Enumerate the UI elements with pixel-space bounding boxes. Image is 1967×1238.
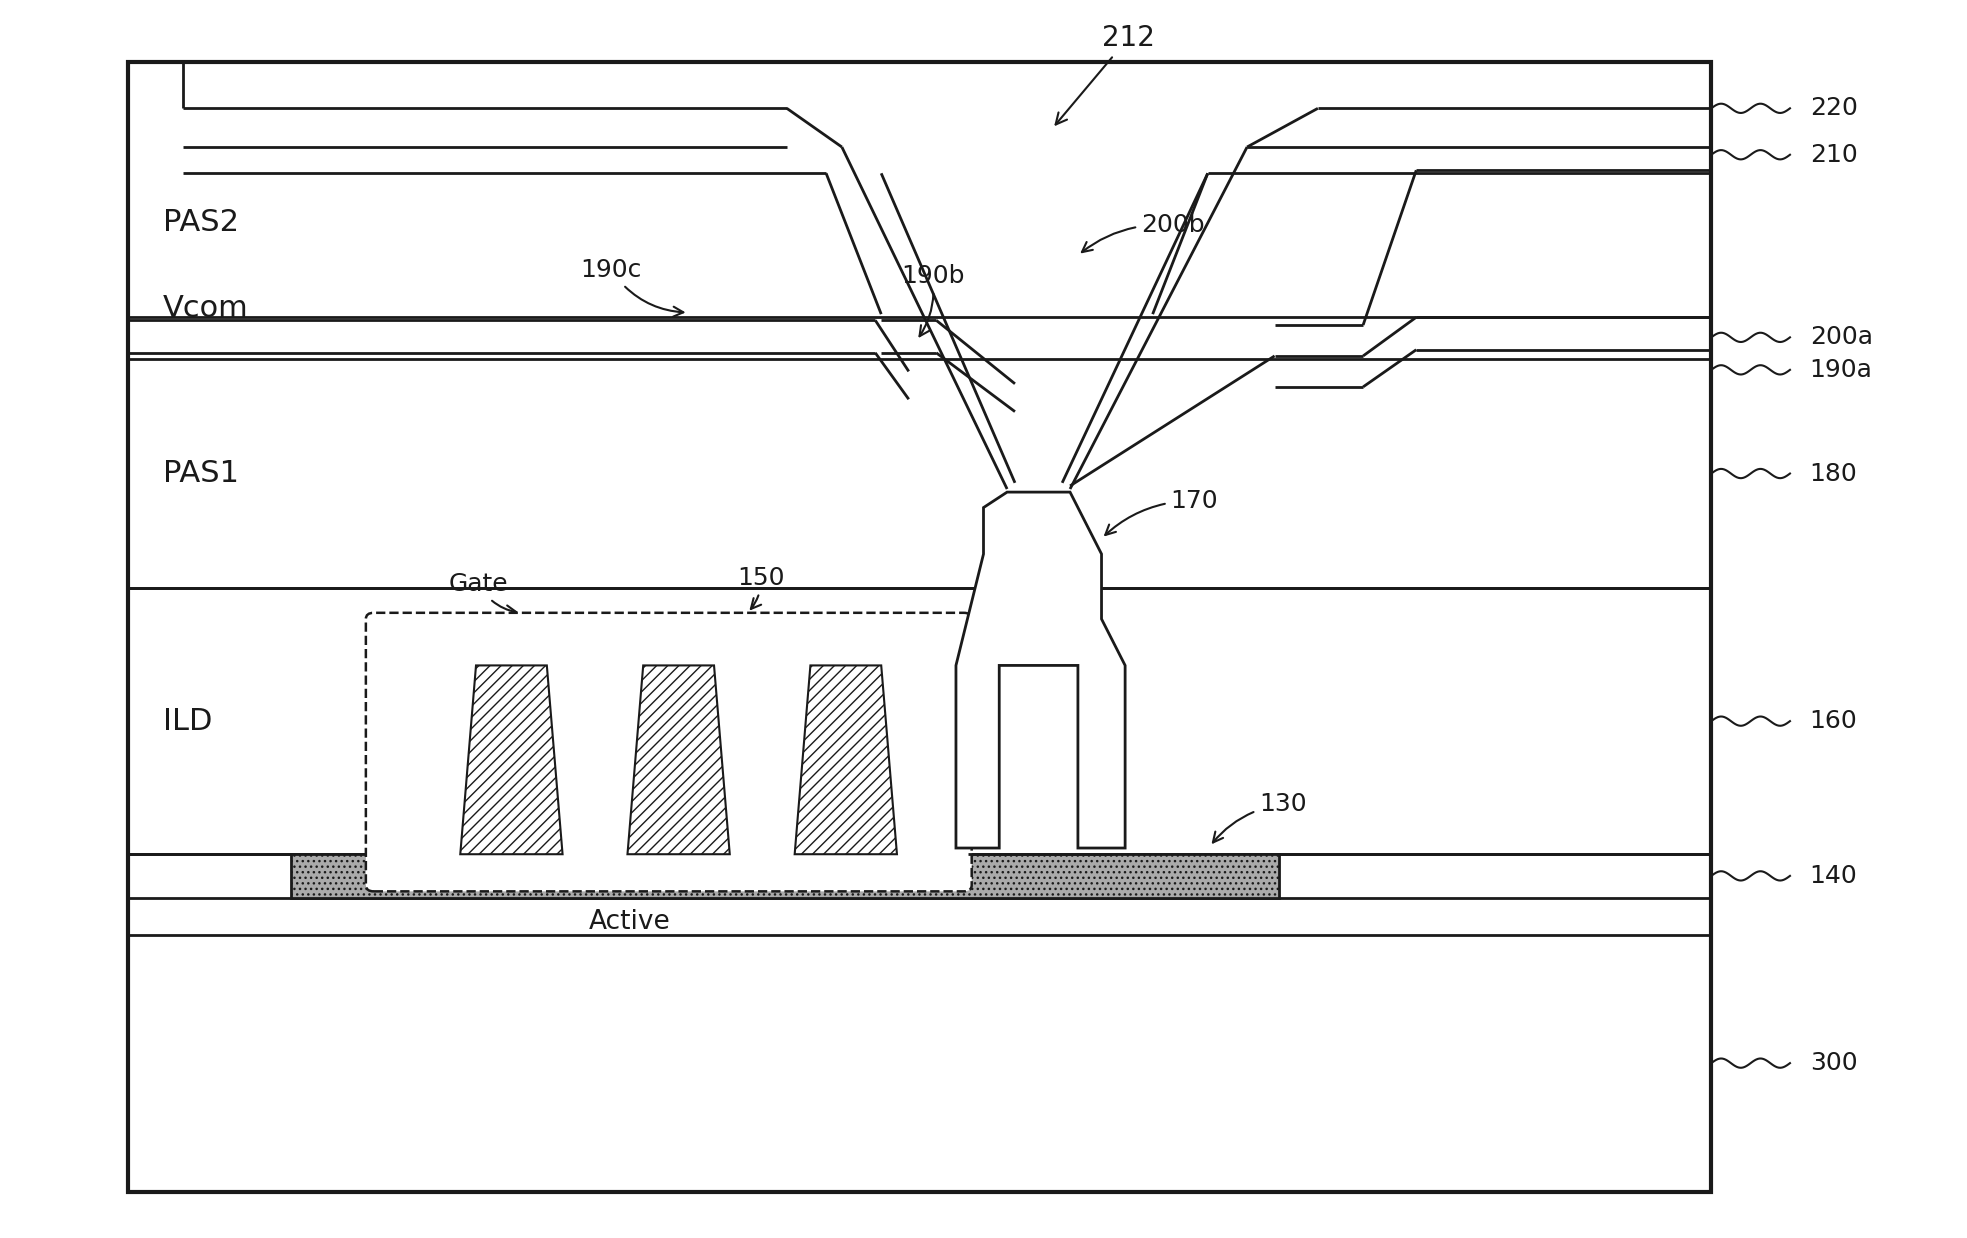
Text: 160: 160 xyxy=(1810,709,1857,733)
Polygon shape xyxy=(956,493,1125,848)
Text: Vcom: Vcom xyxy=(163,295,250,323)
Text: 170: 170 xyxy=(1105,489,1218,535)
Text: 212: 212 xyxy=(1056,25,1155,125)
Text: 220: 220 xyxy=(1810,97,1857,120)
FancyBboxPatch shape xyxy=(366,613,972,891)
Text: 190b: 190b xyxy=(901,264,964,337)
Polygon shape xyxy=(291,854,1279,898)
Text: 210: 210 xyxy=(1810,142,1857,167)
Text: 200a: 200a xyxy=(1810,326,1873,349)
Text: PAS1: PAS1 xyxy=(163,459,240,488)
Polygon shape xyxy=(795,666,897,854)
Polygon shape xyxy=(627,666,730,854)
Text: Data: Data xyxy=(1001,589,1084,618)
Text: PAS2: PAS2 xyxy=(163,208,240,236)
Text: 190c: 190c xyxy=(580,258,683,317)
Text: 300: 300 xyxy=(1810,1051,1857,1075)
Text: 190a: 190a xyxy=(1810,358,1873,381)
Text: 140: 140 xyxy=(1810,864,1857,888)
Text: Active: Active xyxy=(588,909,671,936)
Text: 180: 180 xyxy=(1810,462,1857,485)
Text: 150: 150 xyxy=(738,566,785,609)
Text: ILD: ILD xyxy=(163,707,212,735)
Text: 200b: 200b xyxy=(1082,213,1204,253)
Text: Gate: Gate xyxy=(448,572,515,615)
Text: 130: 130 xyxy=(1214,792,1306,843)
Polygon shape xyxy=(460,666,563,854)
